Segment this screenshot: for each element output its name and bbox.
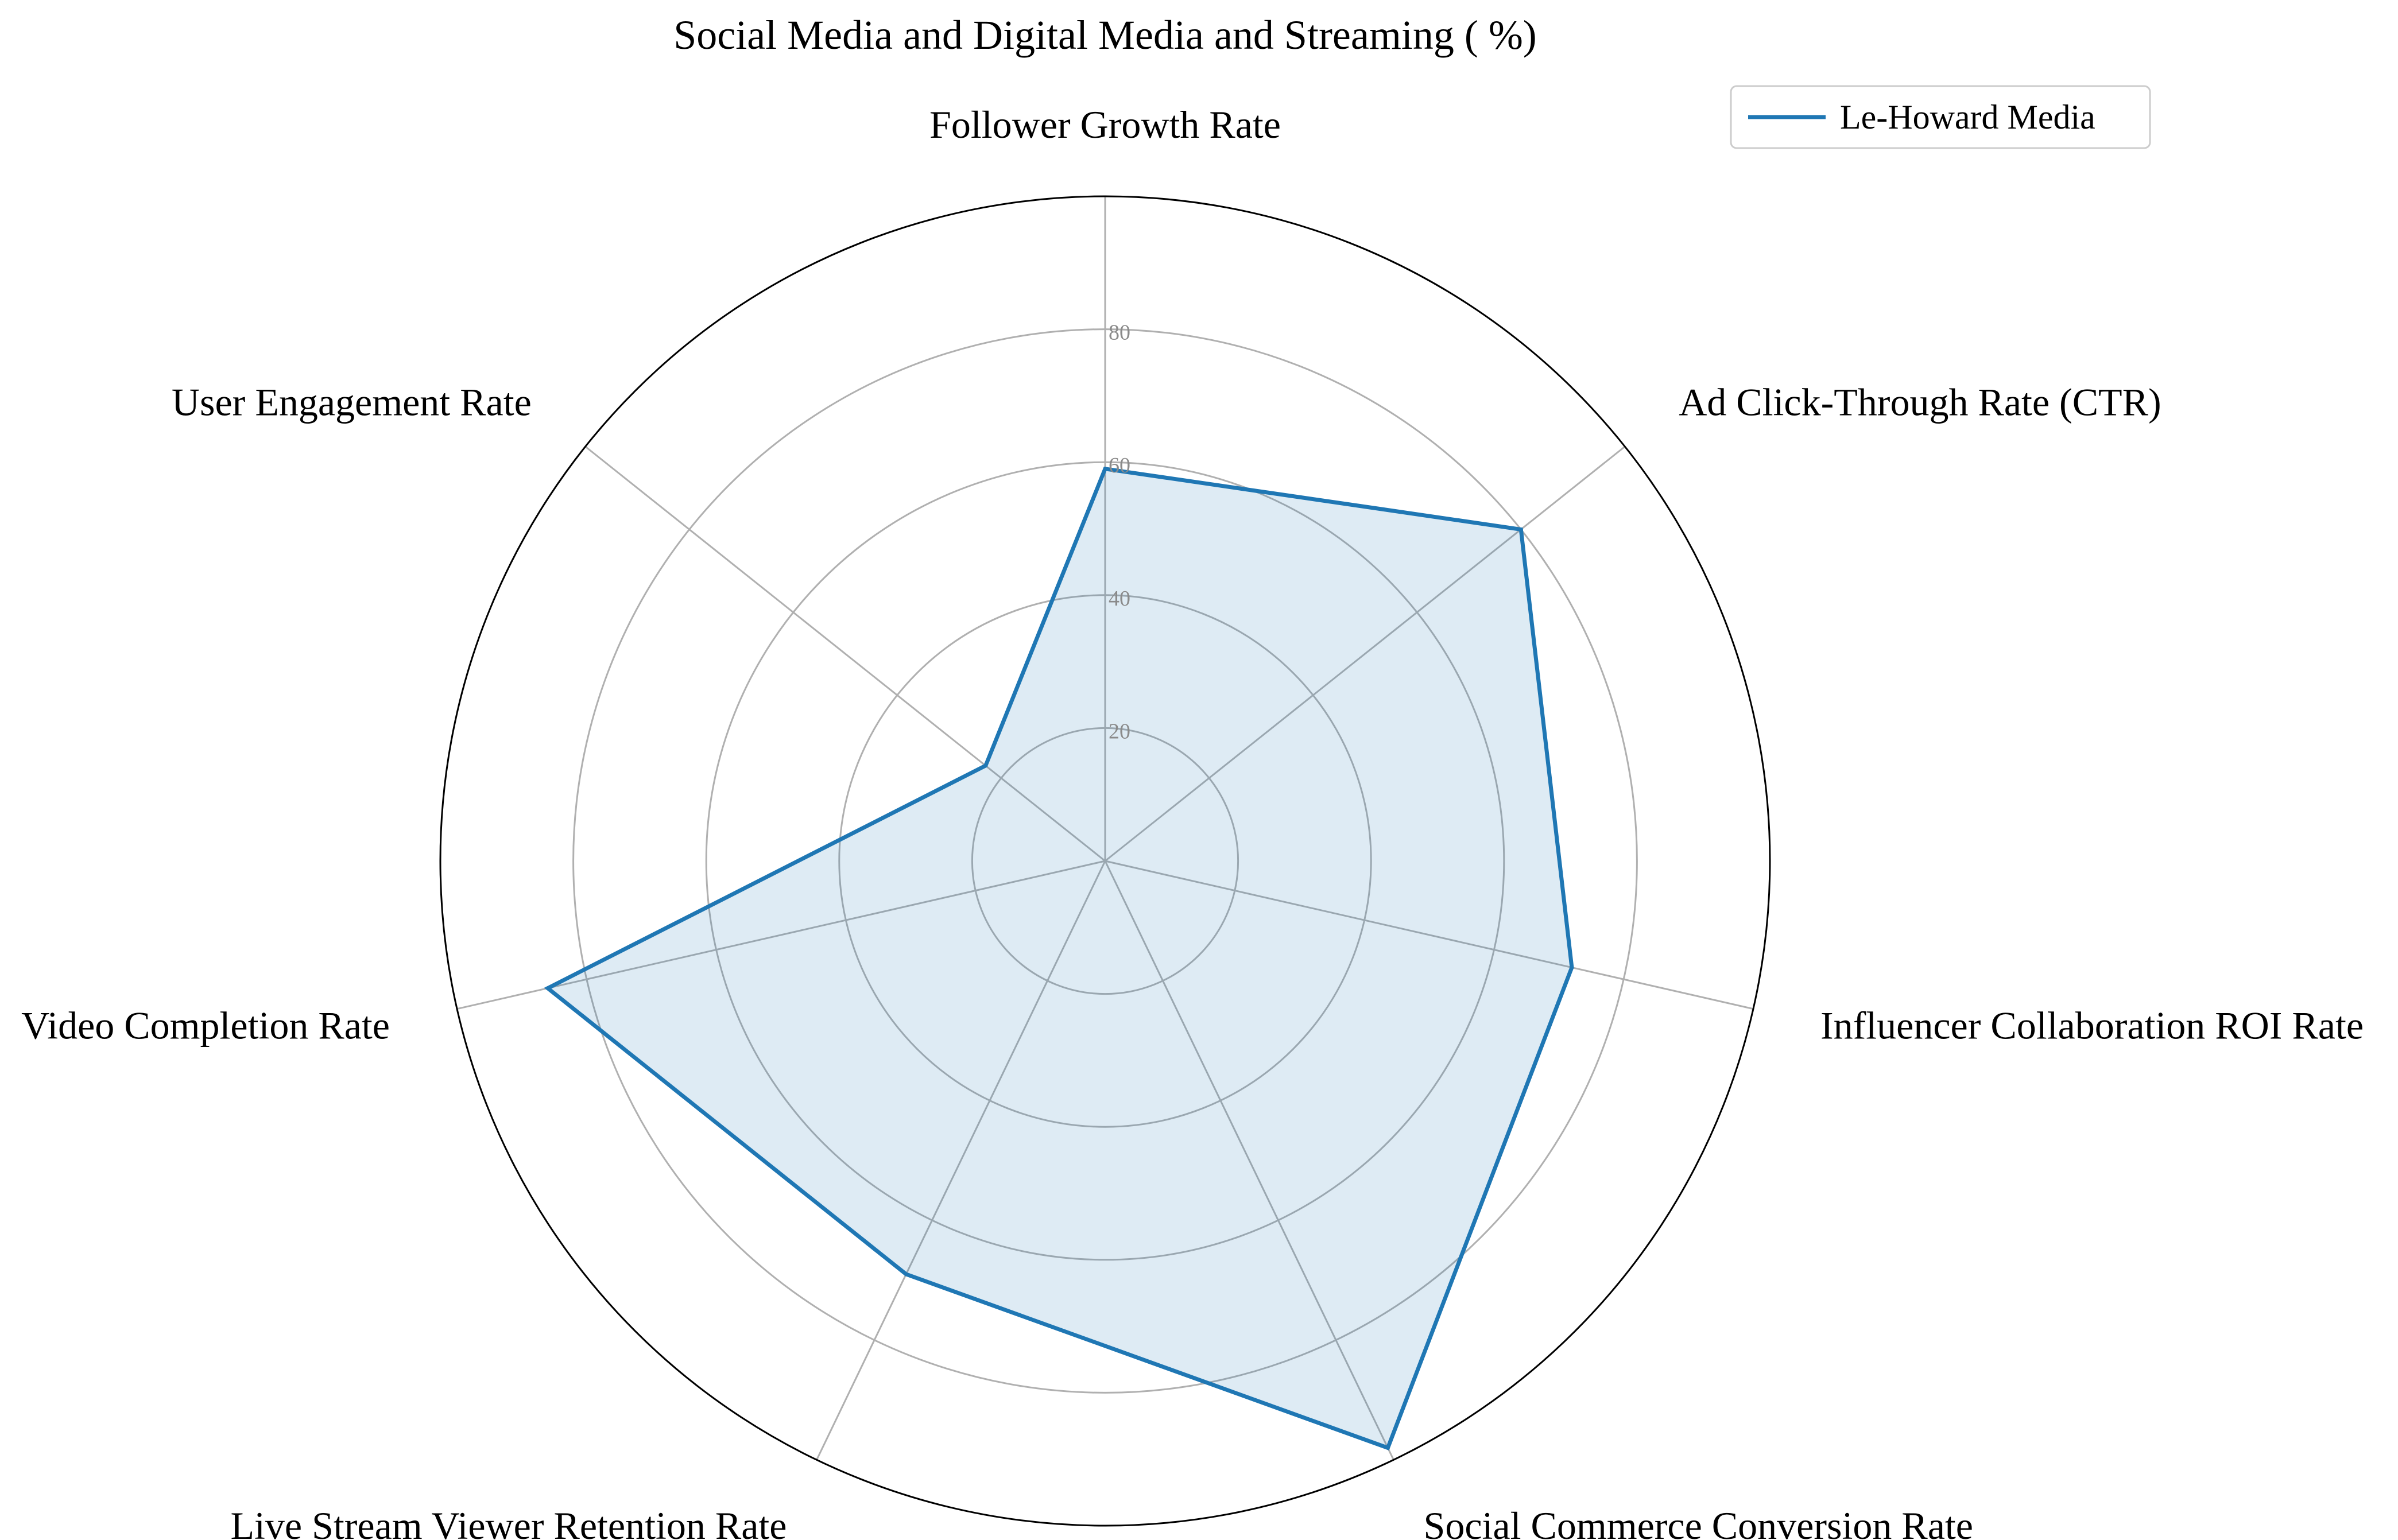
category-label: Live Stream Viewer Retention Rate bbox=[230, 1504, 787, 1540]
legend-label: Le-Howard Media bbox=[1840, 98, 2095, 136]
series-line bbox=[544, 466, 1574, 1450]
category-label: User Engagement Rate bbox=[172, 380, 532, 424]
category-label: Follower Growth Rate bbox=[929, 103, 1281, 146]
series-area bbox=[548, 468, 1572, 1448]
radial-tick-label: 20 bbox=[1109, 719, 1130, 743]
data-point bbox=[983, 763, 988, 768]
category-label: Ad Click-Through Rate (CTR) bbox=[1679, 380, 2161, 424]
data-point bbox=[1518, 527, 1523, 532]
grid-spoke bbox=[1104, 860, 1394, 1460]
legend-box bbox=[1730, 85, 2151, 149]
data-point bbox=[1103, 467, 1107, 471]
data-point bbox=[545, 986, 550, 991]
category-label: Video Completion Rate bbox=[21, 1004, 390, 1048]
radar-frame bbox=[439, 195, 1771, 1527]
radial-tick-label: 60 bbox=[1109, 453, 1130, 478]
data-point bbox=[1385, 1445, 1390, 1450]
data-point bbox=[1570, 965, 1574, 970]
data-point bbox=[904, 1272, 908, 1277]
chart-title: Social Media and Digital Media and Strea… bbox=[673, 12, 1537, 58]
series-layer bbox=[544, 466, 1574, 1450]
grid-spoke bbox=[1105, 445, 1626, 862]
grid-spoke bbox=[584, 445, 1106, 862]
legend: Le-Howard Media bbox=[1730, 85, 2151, 149]
grid-spoke bbox=[816, 860, 1106, 1460]
outer-frame-circle bbox=[439, 195, 1771, 1527]
radial-tick-label: 80 bbox=[1109, 321, 1130, 345]
category-labels: Follower Growth Rate Ad Click-Through Rat… bbox=[21, 103, 2364, 1540]
category-label: Influencer Collaboration ROI Rate bbox=[1820, 1004, 2364, 1048]
radial-tick-label: 40 bbox=[1109, 587, 1130, 611]
grid-spoke bbox=[1105, 860, 1754, 1010]
radar-grid bbox=[456, 196, 1754, 1460]
category-label: Social Commerce Conversion Rate bbox=[1424, 1504, 1973, 1540]
radial-tick-labels: 20 40 60 80 bbox=[1109, 321, 1130, 744]
grid-spoke bbox=[456, 860, 1106, 1010]
